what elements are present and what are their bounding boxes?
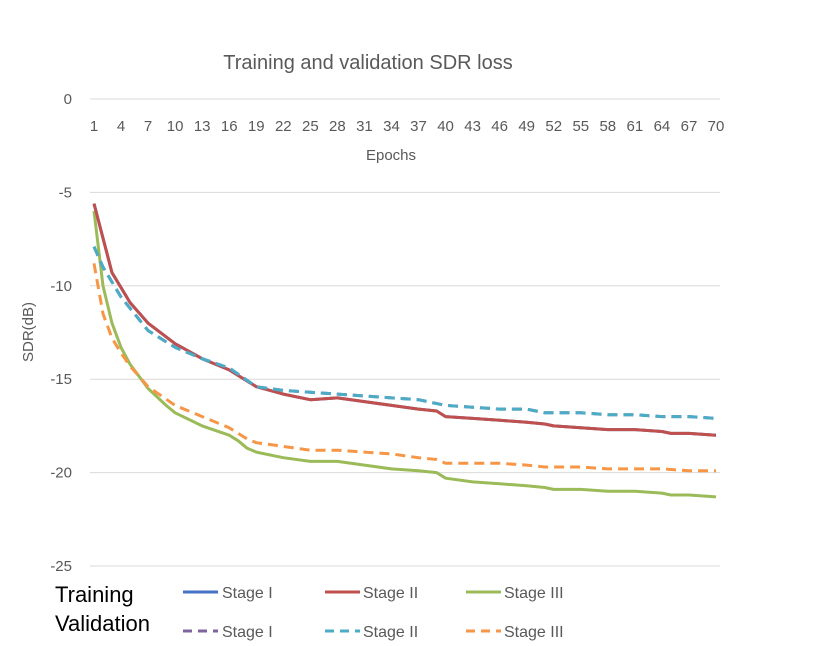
x-tick-label: 61	[627, 118, 644, 135]
y-tick-label: -20	[50, 465, 72, 482]
x-tick-labels: 1 4 7 10 13 16 19 22 25 28 31 34 37 40 43 46 49 52 55 58 61 6…	[90, 118, 725, 135]
series-line-training-stage-ii	[92, 203, 717, 437]
x-tick-label: 4	[117, 118, 125, 135]
legend-label-training-stage-ii: Stage II	[363, 585, 418, 602]
x-tick-label: 25	[302, 118, 319, 135]
legend-label-validation-stage-iii: Stage III	[504, 624, 564, 641]
x-tick-label: 28	[329, 118, 346, 135]
legend-label-validation-stage-ii: Stage II	[363, 624, 418, 641]
y-tick-label: -5	[59, 184, 72, 201]
x-tick-label: 16	[221, 118, 238, 135]
y-tick-label: -15	[50, 371, 72, 388]
x-axis-title: Epochs	[366, 147, 416, 164]
x-tick-label: 7	[144, 118, 152, 135]
series-line-validation-stage-ii	[92, 245, 717, 420]
legend-training-label: Training	[55, 582, 134, 607]
y-tick-label: -10	[50, 278, 72, 295]
x-tick-label: 70	[708, 118, 725, 135]
x-tick-label: 64	[654, 118, 671, 135]
x-tick-label: 52	[545, 118, 562, 135]
x-tick-label: 31	[356, 118, 373, 135]
legend-validation-label: Validation	[55, 611, 150, 636]
legend-label-validation-stage-i: Stage I	[222, 624, 273, 641]
gridlines	[90, 98, 720, 567]
x-tick-label: 58	[599, 118, 616, 135]
x-tick-label: 49	[518, 118, 535, 135]
series-line-training-stage-i	[92, 203, 717, 437]
x-tick-label: 22	[275, 118, 292, 135]
legend: Training Validation Stage I Stage II Sta…	[55, 582, 564, 641]
x-tick-label: 19	[248, 118, 265, 135]
series-lines	[92, 203, 717, 499]
chart-title: Training and validation SDR loss	[223, 52, 512, 74]
y-tick-label: -25	[50, 558, 72, 575]
y-axis-title: SDR(dB)	[20, 302, 37, 362]
legend-label-training-stage-i: Stage I	[222, 585, 273, 602]
x-tick-label: 40	[437, 118, 454, 135]
x-tick-label: 1	[90, 118, 98, 135]
series-line-validation-stage-i	[92, 245, 717, 420]
x-tick-label: 46	[491, 118, 508, 135]
y-tick-labels: 0 -5 -10 -15 -20 -25	[50, 91, 72, 575]
x-tick-label: 67	[681, 118, 698, 135]
series-line-validation-stage-iii	[92, 263, 716, 473]
x-tick-label: 37	[410, 118, 427, 135]
x-tick-label: 55	[572, 118, 589, 135]
x-tick-label: 34	[383, 118, 400, 135]
series-line-training-stage-iii	[92, 210, 717, 499]
y-tick-label: 0	[64, 91, 72, 108]
legend-label-training-stage-iii: Stage III	[504, 585, 564, 602]
x-tick-label: 43	[464, 118, 481, 135]
x-tick-label: 10	[167, 118, 184, 135]
x-tick-label: 13	[194, 118, 211, 135]
